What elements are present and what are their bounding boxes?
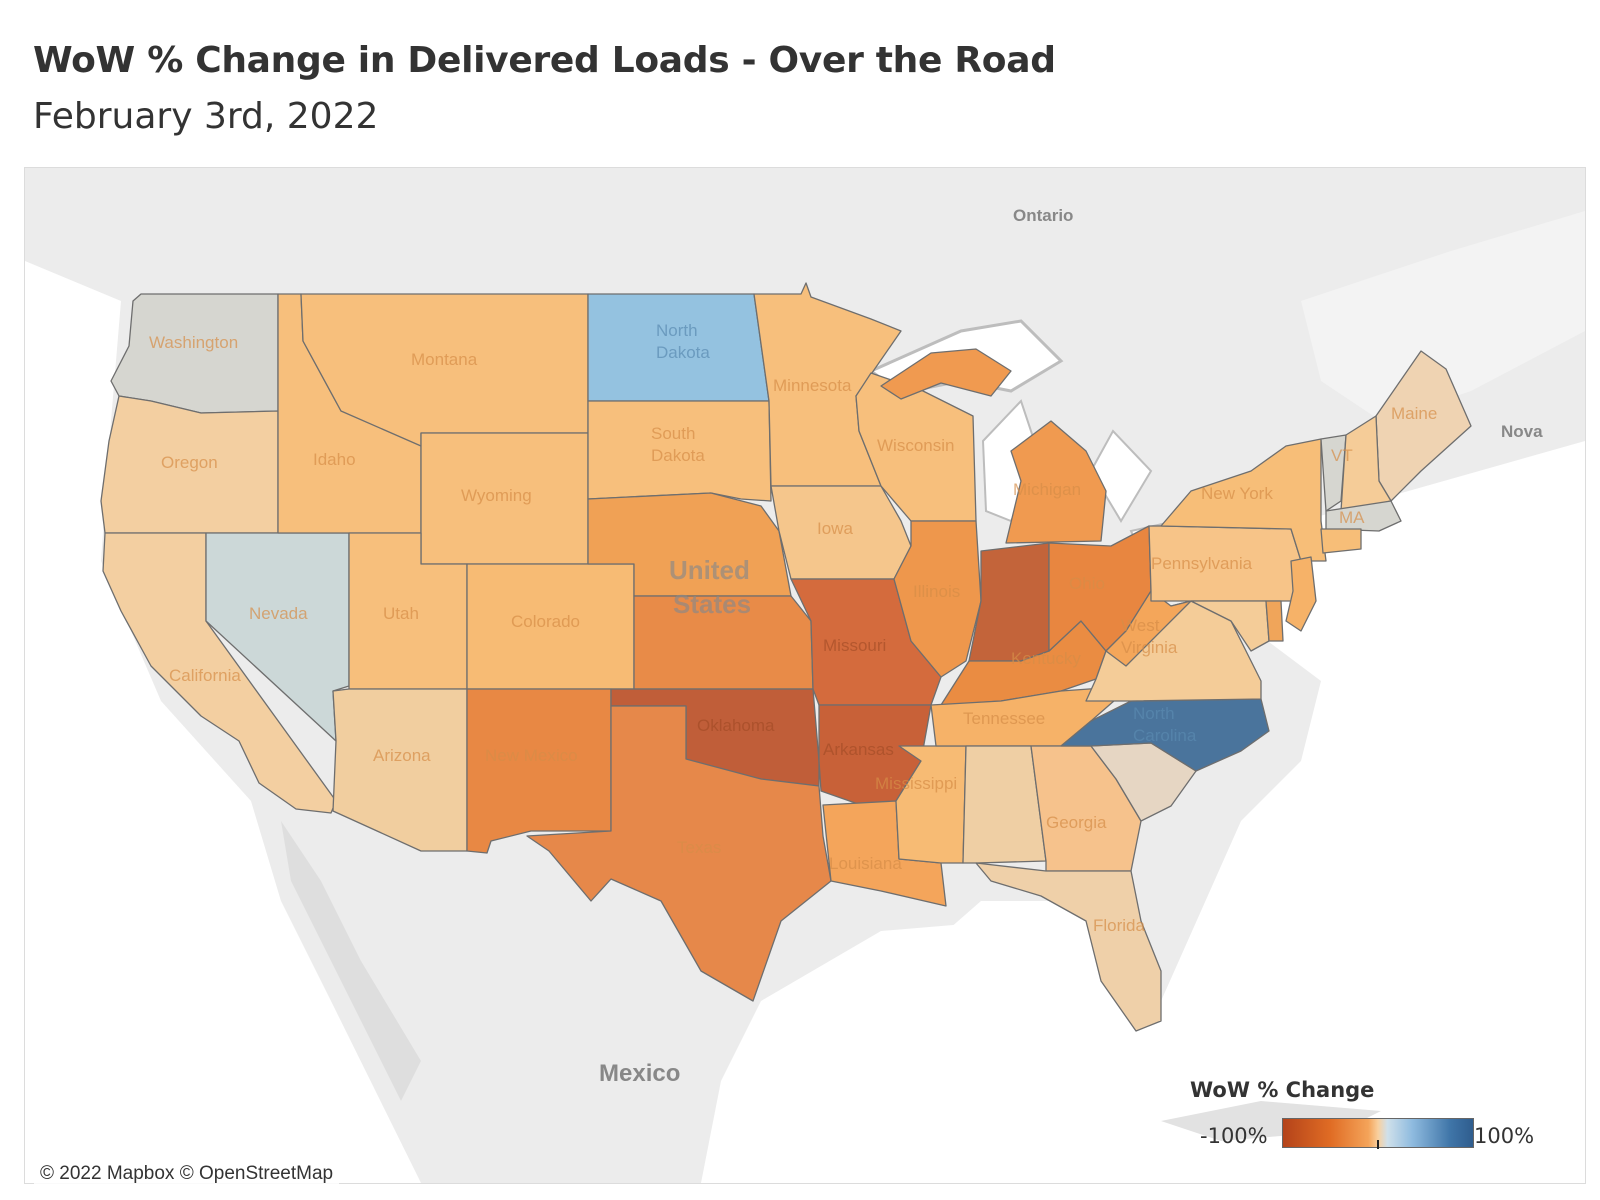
state-delaware[interactable]: [1265, 600, 1284, 642]
state-label-wyoming: Wyoming: [461, 486, 532, 505]
geo-label-nova: Nova: [1501, 422, 1543, 441]
chart-subtitle: February 3rd, 2022: [33, 96, 379, 137]
geo-label-united: United: [669, 555, 750, 585]
state-connecticut[interactable]: [1320, 528, 1362, 554]
legend-min-label: -100%: [1200, 1124, 1268, 1148]
geo-label-states: States: [673, 589, 751, 619]
state-label-maine: Maine: [1391, 404, 1437, 423]
state-label-florida: Florida: [1093, 916, 1146, 935]
state-new-mexico[interactable]: [466, 688, 612, 854]
state-label-massachusetts: MA: [1339, 508, 1365, 527]
state-label-mississippi: Mississippi: [875, 774, 957, 793]
state-label-idaho: Idaho: [313, 450, 356, 469]
state-label-oklahoma: Oklahoma: [697, 716, 775, 735]
state-label-new-york: New York: [1201, 484, 1273, 503]
state-west-virginia[interactable]: [1105, 590, 1192, 667]
state-label-texas: Texas: [677, 838, 721, 857]
state-label-north-carolina: North Carolina: [1133, 704, 1197, 745]
state-massachusetts[interactable]: [1325, 500, 1402, 532]
state-label-colorado: Colorado: [511, 612, 580, 631]
state-label-pennsylvania: Pennsylvania: [1151, 554, 1253, 573]
state-alabama[interactable]: [962, 745, 1047, 864]
state-label-north-dakota: North Dakota: [656, 321, 710, 362]
state-label-tennessee: Tennessee: [963, 709, 1045, 728]
state-new-york[interactable]: [1160, 438, 1327, 562]
state-label-minnesota: Minnesota: [773, 376, 852, 395]
state-label-oregon: Oregon: [161, 453, 218, 472]
state-label-south-dakota: South Dakota: [651, 424, 705, 465]
state-label-louisiana: Louisiana: [829, 854, 902, 873]
state-vermont[interactable]: [1320, 434, 1347, 512]
state-indiana[interactable]: [968, 542, 1050, 662]
state-maryland[interactable]: [1190, 600, 1270, 652]
color-legend: WoW % Change -100% 100%: [1170, 1078, 1560, 1158]
state-new-hampshire[interactable]: [1340, 415, 1392, 512]
legend-max-label: 100%: [1474, 1124, 1535, 1148]
state-label-montana: Montana: [411, 350, 478, 369]
state-label-kentucky: Kentucky: [1011, 649, 1081, 668]
chart-title: WoW % Change in Delivered Loads - Over t…: [33, 40, 1056, 81]
state-label-west-virginia: West Virginia: [1121, 616, 1178, 657]
legend-title: WoW % Change: [1190, 1078, 1375, 1102]
state-michigan[interactable]: [880, 348, 1107, 544]
map-attribution[interactable]: © 2022 Mapbox © OpenStreetMap: [34, 1161, 340, 1187]
state-label-washington: Washington: [149, 333, 238, 352]
map-view[interactable]: Ontario Nova United States Mexico Washin…: [24, 167, 1586, 1184]
state-new-jersey[interactable]: [1285, 556, 1317, 632]
geo-label-mexico: Mexico: [599, 1060, 680, 1087]
state-label-iowa: Iowa: [817, 519, 853, 538]
state-florida[interactable]: [975, 862, 1162, 1032]
state-label-ohio: Ohio: [1069, 574, 1105, 593]
state-label-illinois: Illinois: [913, 582, 960, 601]
state-label-georgia: Georgia: [1046, 813, 1107, 832]
state-label-missouri: Missouri: [823, 636, 886, 655]
state-label-arizona: Arizona: [373, 746, 431, 765]
state-washington[interactable]: [110, 293, 279, 414]
legend-zero-tick: [1377, 1140, 1379, 1149]
state-label-nevada: Nevada: [249, 604, 308, 623]
state-label-michigan: Michigan: [1013, 480, 1081, 499]
state-illinois[interactable]: [893, 520, 982, 678]
state-label-arkansas: Arkansas: [823, 740, 894, 759]
state-minnesota[interactable]: [753, 282, 902, 487]
state-texas[interactable]: [526, 705, 832, 1002]
state-label-utah: Utah: [383, 604, 419, 623]
state-label-wisconsin: Wisconsin: [877, 436, 954, 455]
state-label-vermont: VT: [1331, 446, 1353, 465]
state-label-california: California: [169, 666, 241, 685]
state-north-carolina[interactable]: [1060, 698, 1270, 772]
geo-label-ontario: Ontario: [1013, 206, 1073, 225]
state-label-new-mexico: New Mexico: [485, 746, 578, 765]
